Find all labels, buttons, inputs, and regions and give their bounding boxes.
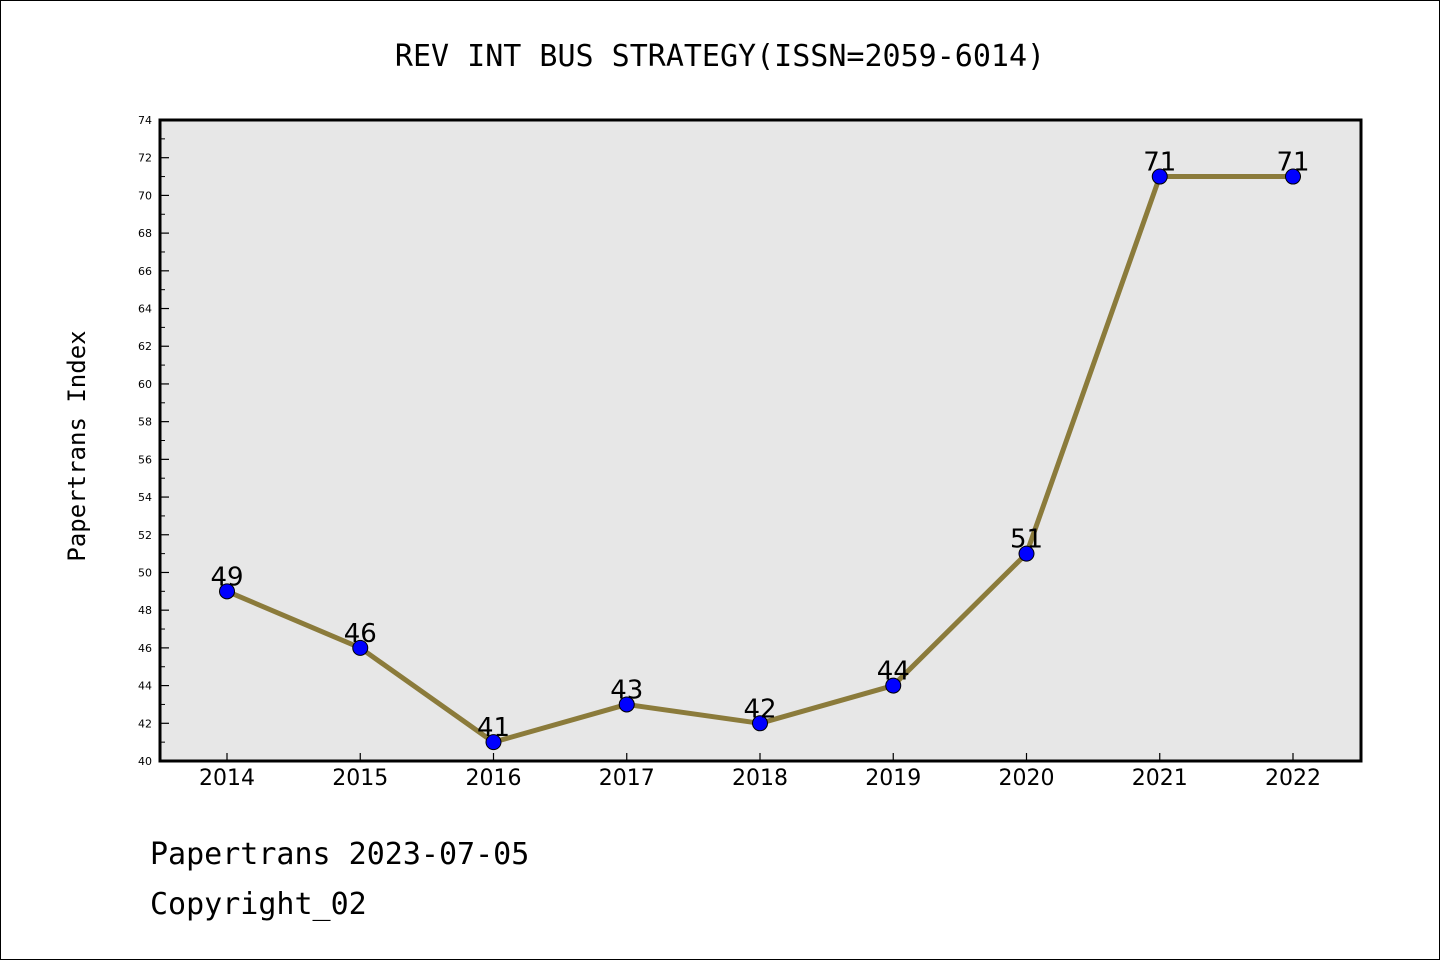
- y-tick-label: 58: [138, 416, 152, 429]
- data-point: [752, 715, 768, 732]
- y-tick-label: 66: [138, 265, 152, 278]
- x-tick-label: 2019: [865, 766, 921, 791]
- data-point: [352, 639, 369, 656]
- y-tick-label: 42: [138, 717, 152, 730]
- plot-border: [158, 118, 1363, 763]
- y-axis-label: Papertrans Index: [63, 330, 91, 561]
- y-tick-label: 52: [138, 529, 152, 542]
- y-tick-label: 68: [138, 227, 152, 240]
- data-label: 43: [610, 675, 643, 705]
- x-tick-label: 2018: [732, 766, 788, 791]
- data-label: 51: [1010, 525, 1043, 555]
- y-tick-label: 74: [138, 114, 152, 127]
- x-tick-label: 2020: [999, 766, 1055, 791]
- data-label: 44: [877, 657, 910, 687]
- y-tick-label: 48: [138, 604, 152, 617]
- y-tick-label: 72: [138, 152, 152, 165]
- y-tick-label: 56: [138, 453, 152, 466]
- x-tick-label: 2016: [466, 766, 522, 791]
- data-point: [618, 696, 635, 713]
- y-tick-label: 44: [138, 680, 152, 693]
- x-tick-label: 2022: [1265, 766, 1321, 791]
- x-tick-label: 2021: [1132, 766, 1188, 791]
- y-tick-label: 62: [138, 340, 152, 353]
- x-axis: 2014 2015 2016 2017 2018 2019 2020 2021 2022: [199, 753, 1321, 791]
- data-point: [219, 583, 235, 600]
- plot-area: [160, 120, 1361, 761]
- x-tick-label: 2015: [332, 766, 388, 791]
- y-tick-label: 54: [138, 491, 152, 504]
- series-layer: 49 46 41 43 42 44 51 71 71: [210, 148, 1310, 751]
- data-label: 71: [1143, 148, 1176, 178]
- data-label: 71: [1276, 148, 1309, 178]
- data-label: 46: [344, 619, 377, 649]
- y-tick-label: 50: [138, 566, 152, 579]
- data-label: 41: [477, 713, 510, 743]
- y-tick-label: 40: [138, 755, 152, 768]
- chart-title: REV INT BUS STRATEGY(ISSN=2059-6014): [395, 39, 1045, 74]
- y-tick-label: 60: [138, 378, 152, 391]
- x-tick-label: 2014: [199, 766, 255, 791]
- footer-date: Papertrans 2023-07-05: [150, 837, 529, 872]
- data-point: [485, 734, 502, 751]
- data-label: 42: [743, 694, 776, 724]
- data-label: 49: [210, 562, 243, 592]
- data-point: [1285, 168, 1301, 185]
- y-tick-label: 46: [138, 642, 152, 655]
- y-tick-label: 64: [138, 303, 152, 316]
- y-tick-label: 70: [138, 189, 152, 202]
- footer-copyright: Copyright_02: [150, 887, 367, 922]
- x-tick-label: 2017: [599, 766, 655, 791]
- data-point: [1151, 168, 1168, 185]
- data-point: [1018, 545, 1035, 562]
- data-point: [885, 677, 902, 694]
